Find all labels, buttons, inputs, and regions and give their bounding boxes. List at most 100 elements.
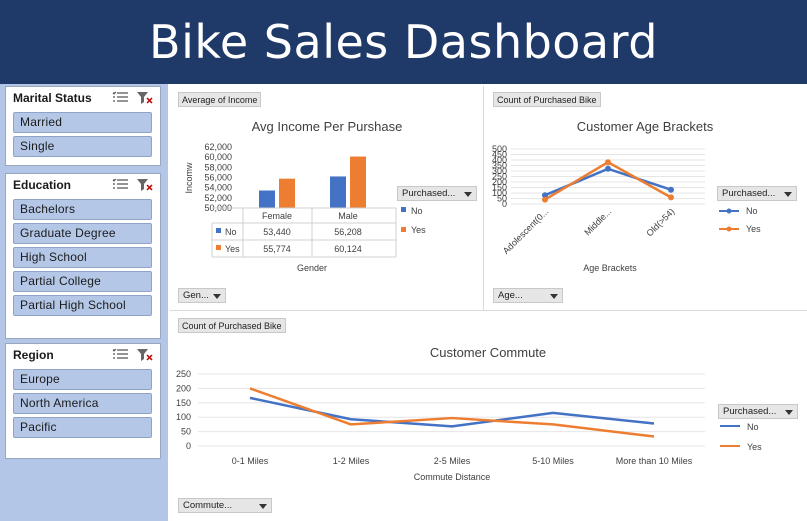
field-tag[interactable]: Average of Income xyxy=(178,92,262,107)
data-point-no xyxy=(542,192,548,199)
x-tick-label: Old(>54) xyxy=(644,206,676,238)
slicer-item-pacific[interactable]: Pacific xyxy=(13,417,152,438)
data-table: Female Male No Yes 53,440 56,208 55,774 … xyxy=(211,207,397,258)
chevron-down-icon xyxy=(464,192,472,197)
y-tick-label: 0 xyxy=(186,441,191,451)
y-tick-label: 0 xyxy=(502,199,507,209)
chevron-down-icon xyxy=(784,192,792,197)
x-axis-label: Commute Distance xyxy=(414,472,491,482)
chart-title: Customer Commute xyxy=(430,345,546,360)
y-tick-label: 56,000 xyxy=(204,173,232,183)
commute-chart: Customer Commute 0 50 100 150 200 250 0-1 Mil… xyxy=(176,345,762,482)
x-tick-label: Adolescent(0... xyxy=(501,206,551,256)
legend-label: Yes xyxy=(746,224,761,234)
y-tick-label: 150 xyxy=(176,398,191,408)
commute-chart-panel: Count of Purchased Bike Customer Commute… xyxy=(170,312,807,521)
chart-title: Avg Income Per Purshase xyxy=(252,119,403,134)
x-tick-label: 1-2 Miles xyxy=(333,456,370,466)
x-axis-label: Age Brackets xyxy=(583,263,637,273)
table-row-label: No xyxy=(225,227,237,237)
income-chart-panel: Average of Income Avg Income Per Purshas… xyxy=(170,86,482,308)
axis-filter-button[interactable]: Gen... xyxy=(178,288,226,303)
dashboard-header: Bike Sales Dashboard xyxy=(0,0,807,84)
slicer-title: Education xyxy=(13,178,72,192)
bar-no xyxy=(330,176,346,208)
y-axis-label: Incomw xyxy=(184,162,194,194)
data-point-yes xyxy=(668,194,674,201)
education-slicer: Education Bachelors Graduate Degree High… xyxy=(5,173,161,339)
table-cell: 53,440 xyxy=(263,227,291,237)
chevron-down-icon xyxy=(550,294,558,299)
slicer-title: Marital Status xyxy=(13,91,92,105)
table-cell: 56,208 xyxy=(334,227,362,237)
x-tick-label: 0-1 Miles xyxy=(232,456,269,466)
x-tick-label: 5-10 Miles xyxy=(532,456,574,466)
age-chart-panel: Count of Purchased Bike Customer Age Bra… xyxy=(485,86,807,308)
y-tick-label: 52,000 xyxy=(204,193,232,203)
multi-select-icon[interactable] xyxy=(112,178,130,192)
slicer-item-single[interactable]: Single xyxy=(13,136,152,157)
clear-filter-icon[interactable] xyxy=(136,348,154,362)
field-tag[interactable]: Count of Purchased Bike xyxy=(178,318,286,333)
bar-yes xyxy=(350,156,366,208)
y-tick-label: 50 xyxy=(181,427,191,437)
data-point-yes xyxy=(542,196,548,203)
table-cell: 55,774 xyxy=(263,244,291,254)
y-tick-label: 250 xyxy=(492,172,507,182)
axis-filter-button[interactable]: Commute... xyxy=(178,498,272,513)
y-tick-label: 200 xyxy=(492,177,507,187)
slicer-item-married[interactable]: Married xyxy=(13,112,152,133)
chevron-down-icon xyxy=(785,410,793,415)
legend-filter-button[interactable]: Purchased... xyxy=(397,186,477,201)
y-tick-label: 150 xyxy=(492,183,507,193)
chart-element xyxy=(726,226,732,232)
slicer-item-north-america[interactable]: North America xyxy=(13,393,152,414)
y-tick-label: 300 xyxy=(492,166,507,176)
y-tick-label: 62,000 xyxy=(204,142,232,152)
field-tag[interactable]: Count of Purchased Bike xyxy=(493,92,601,107)
slicer-item-graduate-degree[interactable]: Graduate Degree xyxy=(13,223,152,244)
chart-title: Customer Age Brackets xyxy=(577,119,714,134)
legend-key-no xyxy=(401,207,406,212)
y-tick-label: 400 xyxy=(492,155,507,165)
legend-key-yes xyxy=(401,227,406,232)
y-tick-label: 100 xyxy=(176,412,191,422)
chevron-down-icon xyxy=(213,294,221,299)
x-axis-label: Gender xyxy=(297,263,327,273)
chevron-down-icon xyxy=(259,504,267,509)
chart-element xyxy=(726,208,732,214)
data-point-yes xyxy=(605,159,611,166)
y-tick-label: 58,000 xyxy=(204,162,232,172)
multi-select-icon[interactable] xyxy=(112,348,130,362)
y-tick-label: 50 xyxy=(497,194,507,204)
legend-label: Yes xyxy=(411,225,426,235)
y-tick-label: 200 xyxy=(176,383,191,393)
y-tick-label: 350 xyxy=(492,161,507,171)
slicer-title: Region xyxy=(13,348,54,362)
income-chart: Avg Income Per Purshase Incomw 50,00052,… xyxy=(184,119,426,273)
table-header: Male xyxy=(338,211,358,221)
clear-filter-icon[interactable] xyxy=(136,91,154,105)
table-header: Female xyxy=(262,211,292,221)
legend-filter-button[interactable]: Purchased... xyxy=(718,404,798,419)
series-line-yes xyxy=(249,387,655,438)
slicer-item-high-school[interactable]: High School xyxy=(13,247,152,268)
table-row-label: Yes xyxy=(225,244,240,254)
panel-divider xyxy=(483,86,484,310)
sidebar: Marital Status Married Single Education … xyxy=(0,84,168,521)
x-tick-label: Middle... xyxy=(582,206,613,237)
slicer-item-partial-college[interactable]: Partial College xyxy=(13,271,152,292)
slicer-item-partial-high-school[interactable]: Partial High School xyxy=(13,295,152,316)
dashboard-title: Bike Sales Dashboard xyxy=(149,15,658,69)
y-tick-label: 500 xyxy=(492,144,507,154)
y-tick-label: 54,000 xyxy=(204,183,232,193)
legend-label: No xyxy=(411,206,423,216)
data-point-no xyxy=(668,186,674,193)
slicer-item-bachelors[interactable]: Bachelors xyxy=(13,199,152,220)
slicer-item-europe[interactable]: Europe xyxy=(13,369,152,390)
clear-filter-icon[interactable] xyxy=(136,178,154,192)
region-slicer: Region Europe North America Pacific xyxy=(5,343,161,459)
legend-filter-button[interactable]: Purchased... xyxy=(717,186,797,201)
axis-filter-button[interactable]: Age... xyxy=(493,288,563,303)
multi-select-icon[interactable] xyxy=(112,91,130,105)
